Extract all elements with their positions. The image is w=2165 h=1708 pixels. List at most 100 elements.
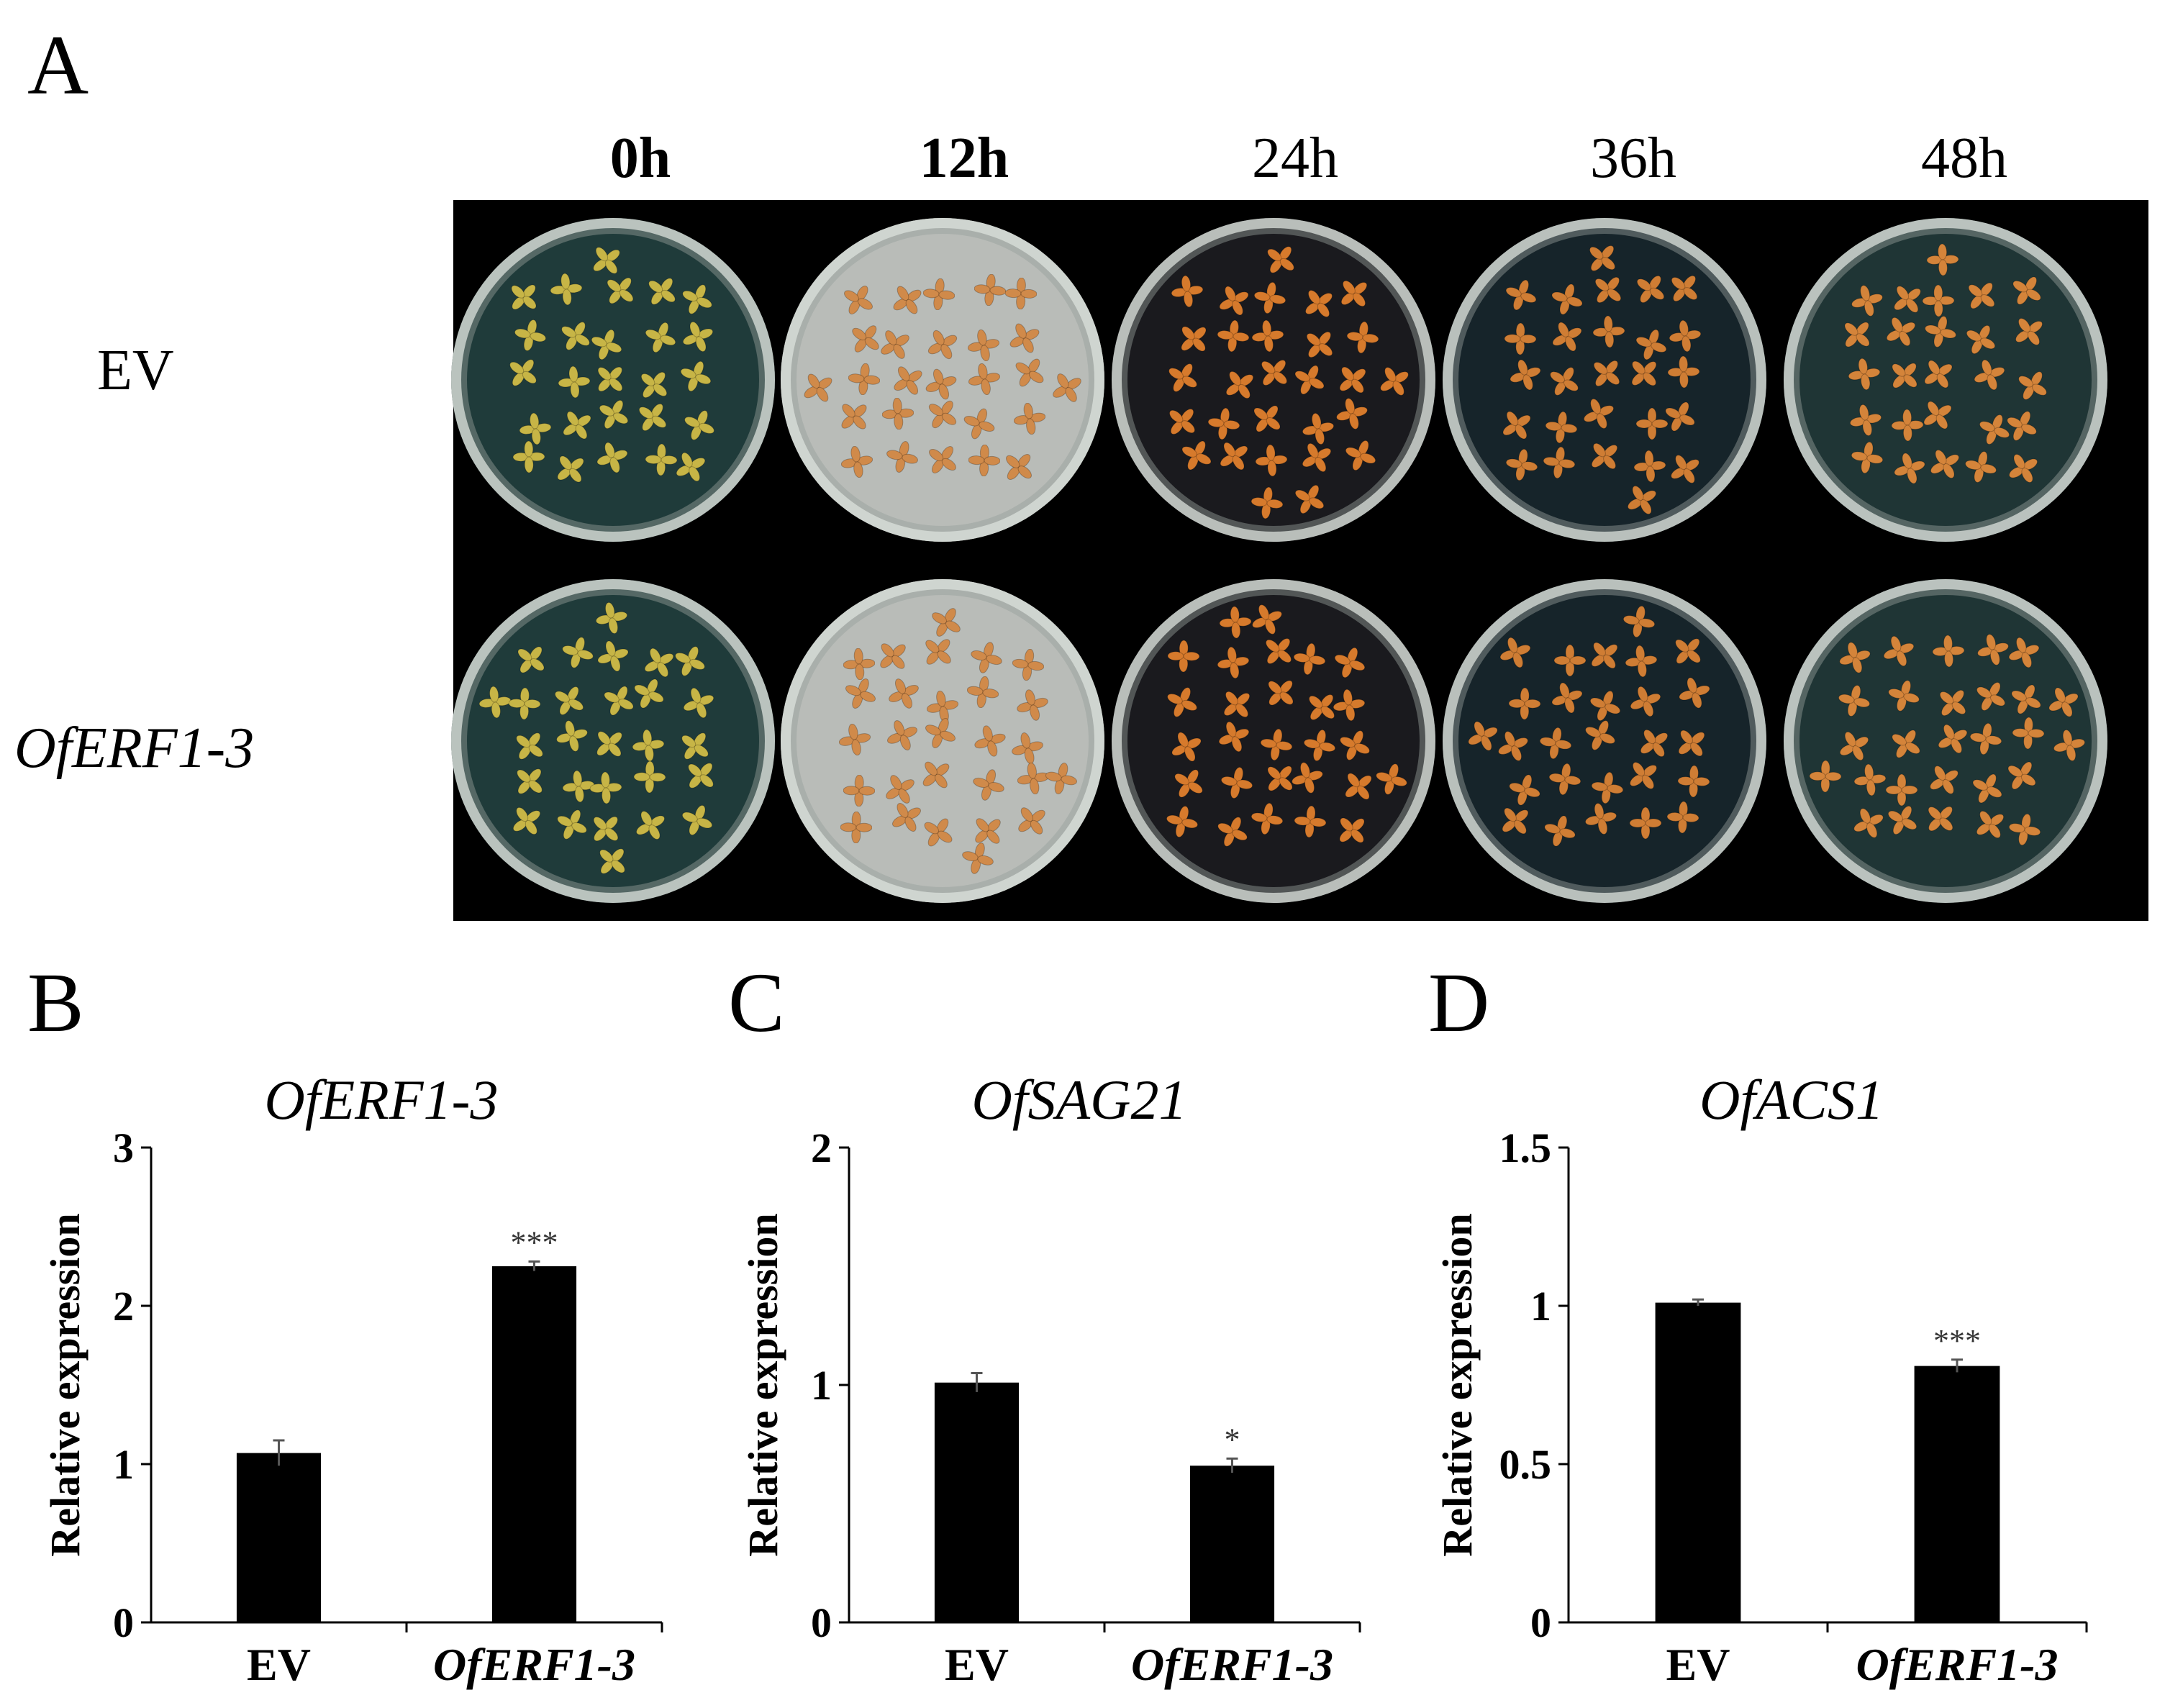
seedling	[2011, 275, 2043, 306]
x-category-label: OfERF1-3	[1131, 1639, 1333, 1690]
seedling	[962, 842, 994, 875]
seedling	[1171, 731, 1202, 763]
seedling	[1265, 677, 1297, 709]
seedling	[1974, 809, 2006, 840]
seedling	[1926, 243, 1959, 276]
seedling	[843, 774, 876, 807]
seedling	[1508, 687, 1541, 720]
seedling	[925, 717, 956, 749]
bar-chart-oferf1-3: 0 1 2 3 Relative expression EV *** OfERF1-3	[42, 1125, 663, 1690]
seedling	[1510, 359, 1541, 391]
seedling	[1251, 604, 1283, 635]
seedling	[963, 408, 995, 440]
time-label-48h: 48h	[1921, 127, 2007, 190]
bar-chart-ofsag21: 0 1 2 Relative expression EV * OfERF1-3	[740, 1125, 1361, 1690]
seedling	[646, 276, 678, 307]
seedling	[1891, 409, 1924, 442]
petri-dish	[1784, 218, 2107, 542]
x-category-label: EV	[945, 1639, 1009, 1690]
seedling	[1893, 453, 1925, 484]
seedling	[1264, 763, 1296, 794]
seedling	[1928, 764, 1960, 796]
bar-EV	[236, 1453, 322, 1622]
panel-letter-d: D	[1428, 955, 1490, 1050]
seedling	[681, 283, 713, 315]
seedling	[1302, 413, 1334, 445]
seedling	[1255, 444, 1288, 476]
seedling	[514, 766, 545, 797]
chart-oferf1-3: OfERF1-3 0 1 2 3 Relative expression EV *** OfE…	[42, 1072, 720, 1698]
seedling	[556, 809, 588, 840]
seedling	[1013, 402, 1046, 435]
seedling	[1166, 686, 1198, 718]
seedling	[1666, 801, 1699, 834]
seedling	[1669, 453, 1701, 485]
panel-letter-c: C	[728, 955, 785, 1050]
seedling	[1003, 451, 1035, 483]
seedling	[1251, 486, 1284, 519]
seedling	[556, 720, 589, 752]
seedling	[1889, 360, 1920, 391]
seedling	[1592, 274, 1624, 306]
seedling	[1011, 732, 1043, 764]
seedling	[2006, 760, 2038, 791]
seedling	[1965, 451, 1997, 483]
seedling	[1676, 727, 1707, 759]
seedling	[848, 363, 881, 396]
seedling	[1638, 727, 1670, 759]
seedling	[1849, 404, 1882, 436]
seedling	[1583, 398, 1615, 430]
seedling	[1591, 358, 1622, 389]
seedling	[843, 284, 874, 316]
seedling	[553, 685, 585, 717]
seedling	[1217, 816, 1248, 848]
x-category-label: OfERF1-3	[433, 1639, 635, 1690]
seedling	[1669, 273, 1700, 304]
y-tick-label: 2	[811, 1125, 832, 1171]
seedling	[1966, 280, 1997, 312]
seedling	[884, 773, 916, 805]
petri-dish-photo	[451, 200, 2148, 921]
seedling	[1217, 646, 1250, 679]
seedling	[1587, 242, 1618, 274]
seedling	[1012, 648, 1045, 681]
time-label-12h: 12h	[919, 127, 1009, 190]
seedling	[512, 440, 545, 473]
petri-dish	[451, 218, 775, 542]
seedling	[1334, 647, 1366, 678]
seedling	[888, 678, 920, 709]
seedling	[596, 442, 628, 473]
seedling	[967, 330, 1000, 362]
seedling	[1630, 686, 1661, 717]
seedling	[927, 399, 958, 430]
seedling	[1294, 642, 1326, 676]
seedling	[891, 284, 923, 316]
seedling	[1979, 414, 2010, 445]
seedling	[1499, 805, 1531, 837]
seedling	[1672, 635, 1704, 667]
seedling	[674, 645, 706, 677]
seedling	[1937, 723, 1969, 755]
seedling	[850, 323, 881, 355]
seedling	[1890, 728, 1922, 760]
seedling	[1551, 283, 1583, 315]
row-label-ev: EV	[97, 339, 174, 402]
seedling	[589, 771, 622, 804]
seedling	[1851, 441, 1883, 474]
significance-marker: ***	[511, 1225, 558, 1260]
seedling	[1892, 283, 1923, 315]
seedling	[1167, 640, 1200, 673]
seedling	[597, 640, 629, 672]
seedling	[1629, 807, 1662, 840]
seedling	[1888, 680, 1920, 712]
seedling	[2006, 410, 2038, 442]
seedling	[840, 445, 873, 478]
seedling	[1292, 761, 1323, 794]
seedling	[1885, 316, 1917, 347]
seedling	[1337, 364, 1369, 396]
seedling	[1167, 362, 1199, 394]
seedling	[1937, 687, 1969, 719]
seedling	[1251, 319, 1284, 353]
y-axis-label: Relative expression	[741, 1213, 786, 1556]
seedling	[514, 730, 545, 762]
